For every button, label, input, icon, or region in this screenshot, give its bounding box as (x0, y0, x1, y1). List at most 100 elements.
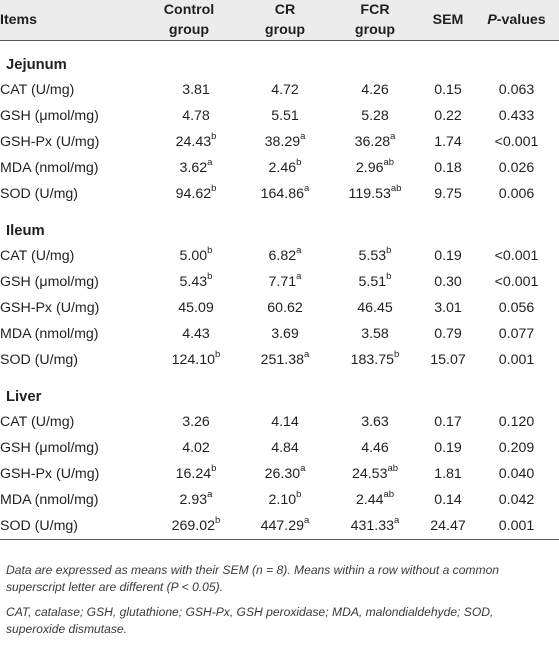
sem-value: 0.30 (434, 274, 462, 290)
fcr-value-cell: 2.44ab (328, 487, 422, 513)
row-item-label: MDA (nmol/mg) (0, 160, 99, 176)
fcr-value-superscript: ab (390, 183, 402, 195)
p-value: <0.001 (494, 248, 539, 264)
p-value: 0.433 (498, 108, 535, 124)
cr-value: 2.46 (268, 160, 297, 176)
control-value-cell: 94.62b (136, 181, 242, 207)
row-item-label: CAT (U/mg) (0, 248, 75, 264)
row-item-label: CAT (U/mg) (0, 414, 75, 430)
fcr-value-cell: 5.53b (328, 243, 422, 269)
table-row: SOD (U/mg) 94.62b 164.86a 119.53ab 9.75 0.006 (0, 181, 559, 207)
control-value-superscript: b (211, 131, 217, 143)
row-item-label: CAT (U/mg) (0, 82, 75, 98)
fcr-value-superscript: a (394, 515, 400, 527)
fcr-value-superscript: ab (383, 489, 395, 501)
p-value: 0.001 (474, 513, 559, 540)
data-table: Items Control group CR group FCR group SEM … (0, 0, 559, 540)
footnote-stats: Data are expressed as means with their S… (6, 563, 500, 594)
cr-value: 6.82 (268, 248, 297, 264)
cr-value: 4.14 (271, 414, 299, 430)
fcr-value: 431.33 (350, 518, 395, 534)
control-value-cell: 4.43 (136, 321, 242, 347)
cr-value-cell: 6.82a (242, 243, 328, 269)
cr-value: 5.51 (271, 108, 299, 124)
fcr-value: 4.46 (361, 440, 389, 456)
table-row: MDA (nmol/mg) 2.93a 2.10b 2.44ab 0.14 0.042 (0, 487, 559, 513)
header-control: Control group (136, 0, 242, 41)
fcr-value: 5.51 (358, 274, 387, 290)
control-value-cell: 4.78 (136, 103, 242, 129)
control-value: 5.00 (179, 248, 208, 264)
control-value-cell: 2.93a (136, 487, 242, 513)
table-row: GSH (μmol/mg) 4.78 5.51 5.28 0.22 0.433 (0, 103, 559, 129)
cr-value-cell: 2.10b (242, 487, 328, 513)
cr-value-cell: 38.29a (242, 129, 328, 155)
fcr-value: 119.53 (348, 186, 391, 202)
row-item-label: SOD (U/mg) (0, 352, 79, 368)
section-title: Liver (6, 389, 42, 405)
row-item-label: GSH (μmol/mg) (0, 108, 99, 124)
cr-value-cell: 60.62 (242, 295, 328, 321)
section-header-row: Jejunum (0, 41, 559, 78)
control-value: 94.62 (175, 186, 212, 202)
cr-value: 60.62 (267, 300, 303, 316)
sem-value: 24.47 (422, 513, 474, 540)
cr-value: 164.86 (260, 186, 305, 202)
table-row: GSH-Px (U/mg) 45.09 60.62 46.45 3.01 0.056 (0, 295, 559, 321)
section-title: Jejunum (6, 57, 67, 73)
fcr-value-cell: 3.58 (328, 321, 422, 347)
p-value: 0.120 (498, 414, 535, 430)
control-value: 45.09 (178, 300, 214, 316)
control-value: 2.93 (179, 492, 208, 508)
control-value: 5.43 (179, 274, 208, 290)
sem-value: 0.14 (434, 492, 462, 508)
control-value-cell: 269.02b (136, 513, 242, 540)
cr-value: 251.38 (260, 352, 305, 368)
fcr-value-superscript: ab (387, 463, 399, 475)
cr-value: 447.29 (260, 518, 305, 534)
cr-value-superscript: b (296, 489, 302, 501)
cr-value-superscript: a (304, 515, 310, 527)
header-fcr: FCR group (328, 0, 422, 41)
sem-value: 0.19 (434, 248, 462, 264)
cr-value-cell: 7.71a (242, 269, 328, 295)
control-value-superscript: a (207, 489, 213, 501)
cr-value: 4.84 (271, 440, 299, 456)
sem-value: 0.79 (434, 326, 462, 342)
fcr-value-cell: 3.63 (328, 409, 422, 435)
sem-value: 3.01 (434, 300, 462, 316)
control-value: 4.02 (182, 440, 210, 456)
section-header-row: Liver (0, 373, 559, 409)
sem-value: 9.75 (434, 186, 462, 202)
fcr-value-cell: 24.53ab (328, 461, 422, 487)
p-value: 0.209 (498, 440, 535, 456)
control-value: 3.81 (182, 82, 210, 98)
fcr-value: 2.96 (355, 160, 384, 176)
table-row: SOD (U/mg) 269.02b 447.29a 431.33a 24.47 0.00… (0, 513, 559, 540)
table-body: Jejunum CAT (U/mg) 3.81 4.72 4.26 0.15 0.063 GS… (0, 41, 559, 540)
fcr-value: 3.63 (361, 414, 389, 430)
table-row: SOD (U/mg) 124.10b 251.38a 183.75b 15.07 0.00… (0, 347, 559, 373)
fcr-value: 3.58 (361, 326, 389, 342)
row-item-label: SOD (U/mg) (0, 513, 136, 540)
cr-value-cell: 26.30a (242, 461, 328, 487)
control-value: 24.43 (175, 134, 212, 150)
row-item-label: GSH-Px (U/mg) (0, 300, 100, 316)
row-item-label: MDA (nmol/mg) (0, 492, 99, 508)
fcr-value: 183.75 (350, 352, 395, 368)
table-row: MDA (nmol/mg) 4.43 3.69 3.58 0.79 0.077 (0, 321, 559, 347)
footnote-abbreviations: CAT, catalase; GSH, glutathione; GSH-Px,… (6, 605, 494, 636)
sem-value: 1.81 (434, 466, 462, 482)
control-value-superscript: b (215, 515, 221, 527)
cr-value-superscript: a (300, 463, 306, 475)
cr-value-cell: 447.29a (242, 513, 328, 540)
cr-value-cell: 164.86a (242, 181, 328, 207)
control-value-cell: 3.62a (136, 155, 242, 181)
p-value: 0.001 (498, 352, 535, 368)
fcr-value: 5.28 (361, 108, 389, 124)
table-row: GSH (μmol/mg) 4.02 4.84 4.46 0.19 0.209 (0, 435, 559, 461)
header-p-values: P-values (474, 0, 559, 41)
fcr-value-cell: 183.75b (328, 347, 422, 373)
fcr-value-cell: 119.53ab (328, 181, 422, 207)
